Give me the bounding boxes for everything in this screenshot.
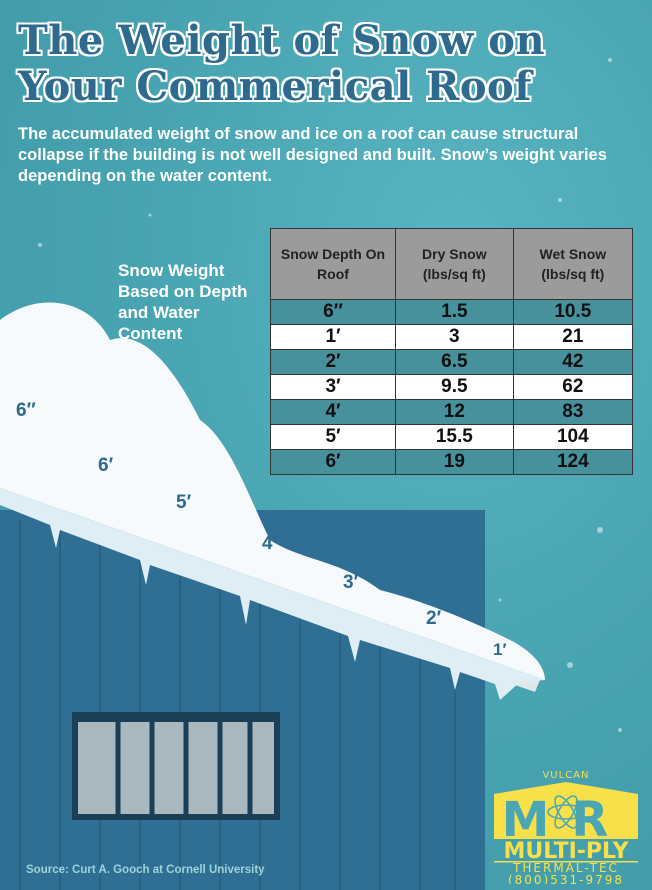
dry-cell: 1.5 [395, 299, 514, 325]
depth-cell: 6′ [270, 449, 396, 475]
wet-cell: 83 [512, 399, 634, 425]
title-line-1: The Weight of Snow on [18, 17, 546, 64]
logo-brand: MULTI-PLY [503, 839, 629, 864]
depth-cell: 3′ [270, 374, 396, 400]
table-row: 1′ 3 21 [270, 324, 634, 350]
depth-cell: 2′ [270, 349, 396, 375]
wet-cell: 124 [512, 449, 634, 475]
table-caption: Snow Weight Based on Depth and Water Con… [118, 261, 248, 343]
wet-cell: 10.5 [512, 299, 634, 325]
intro-text: The accumulated weight of snow and ice o… [18, 125, 607, 185]
dry-cell: 12 [395, 399, 514, 425]
table-header-row: Snow Depth On Roof Dry Snow (lbs/sq ft) … [270, 228, 634, 300]
multi-ply-logo: VULCAN MR MULTI-PLY THERMAL-TEC (800)531… [494, 770, 638, 884]
depth-cell: 6″ [270, 299, 396, 325]
depth-cell: 4′ [270, 399, 396, 425]
page-title: The Weight of Snow on Your Commerical Ro… [18, 18, 545, 110]
header-dry: Dry Snow (lbs/sq ft) [395, 228, 514, 300]
depth-label-4ft: 4′ [262, 533, 278, 554]
table-row: 5′ 15.5 104 [270, 424, 634, 450]
depth-cell: 5′ [270, 424, 396, 450]
depth-label-6ft: 6′ [98, 455, 114, 476]
table-row: 4′ 12 83 [270, 399, 634, 425]
dry-cell: 19 [395, 449, 514, 475]
depth-label-6in: 6″ [16, 400, 36, 421]
depth-label-1ft: 1′ [493, 640, 507, 659]
table-row: 6′ 19 124 [270, 449, 634, 475]
dry-cell: 9.5 [395, 374, 514, 400]
dry-cell: 15.5 [395, 424, 514, 450]
table-row: 2′ 6.5 42 [270, 349, 634, 375]
wet-cell: 42 [512, 349, 634, 375]
title-line-2: Your Commerical Roof [18, 63, 532, 110]
header-wet: Wet Snow (lbs/sq ft) [512, 228, 634, 300]
source-credit: Source: Curt A. Gooch at Cornell Univers… [26, 864, 265, 876]
windows [72, 712, 280, 820]
depth-label-2ft: 2′ [426, 608, 442, 629]
depth-cell: 1′ [270, 324, 396, 350]
dry-cell: 3 [395, 324, 514, 350]
header-depth: Snow Depth On Roof [270, 228, 396, 300]
depth-label-5ft: 5′ [176, 492, 192, 513]
svg-text:VULCAN: VULCAN [542, 770, 589, 781]
logo-phone: (800)531-9798 [508, 873, 624, 884]
table-row: 6″ 1.5 10.5 [270, 299, 634, 325]
icicles [0, 488, 545, 700]
wet-cell: 62 [512, 374, 634, 400]
snow-weight-table: Snow Depth On Roof Dry Snow (lbs/sq ft) … [270, 228, 634, 475]
table-row: 3′ 9.5 62 [270, 374, 634, 400]
snow-mass [0, 302, 545, 680]
wet-cell: 21 [512, 324, 634, 350]
dry-cell: 6.5 [395, 349, 514, 375]
depth-label-3ft: 3′ [343, 572, 359, 593]
wet-cell: 104 [512, 424, 634, 450]
svg-text:THERMAL-TEC: THERMAL-TEC [512, 861, 619, 875]
